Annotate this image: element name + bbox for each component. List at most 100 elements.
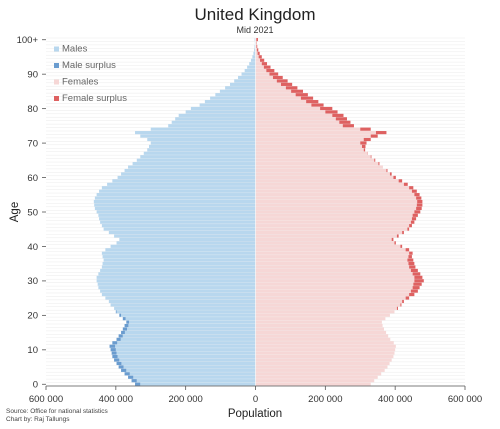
female-bar [255,144,362,148]
female-surplus-bar [311,103,324,107]
female-surplus-bar [409,186,414,190]
female-surplus-bar [414,210,421,214]
female-surplus-bar [400,244,403,248]
male-surplus-bar [124,323,129,328]
female-bar [255,103,312,107]
female-surplus-bar [412,286,420,290]
female-surplus-bar [291,89,303,93]
male-bar [254,48,256,52]
male-bar [253,51,256,55]
male-bar [108,299,256,304]
female-bar [255,234,397,238]
y-tick-label: 20 [27,311,38,322]
female-bar [255,44,257,49]
female-surplus-bar [363,148,366,152]
male-bar [140,382,256,386]
female-surplus-bar [339,120,351,124]
y-tick-label: 10 [27,345,38,356]
female-surplus-bar [414,193,420,197]
female-bar [255,258,408,262]
x-tick-label: 200 000 [168,394,202,405]
female-bar [255,141,361,145]
male-bar [94,206,256,211]
female-surplus-bar [413,282,422,286]
axes: 600 000 400 000 200 000 0 200 000 400 000 600 … [17,35,483,405]
female-bar [255,320,382,324]
female-bar [255,151,368,155]
female-bar [255,193,415,197]
male-bar [140,155,256,159]
female-surplus-bar [320,106,333,111]
male-bar [132,162,256,166]
male-bar [124,168,256,173]
y-tick-label: 100+ [17,35,39,46]
male-bar [101,186,256,190]
female-bar [255,110,326,114]
male-bar [215,93,256,97]
x-tick-label: 0 [253,394,258,405]
female-bar [255,58,261,62]
female-surplus-bar [276,79,288,83]
female-surplus-bar [393,175,396,179]
male-bar [171,120,256,124]
male-bar [103,258,256,262]
female-bar [255,275,415,279]
female-bar [255,365,388,369]
female-bar [255,323,383,328]
male-bar [100,220,256,224]
female-surplus-bar [300,96,314,100]
female-bar [255,327,384,331]
female-bar [255,289,411,293]
female-bar [255,296,406,300]
male-bar [149,144,256,148]
female-bar [255,62,262,66]
female-bar [255,172,390,176]
legend-item-male-surplus-swatch [54,63,59,68]
male-bar [93,199,256,204]
female-bar [255,158,375,162]
male-bar [135,131,256,135]
female-bar [255,310,395,314]
male-bar [121,313,256,317]
source-line-2: Chart by: Raj Tallungs [6,416,70,423]
female-bar [255,354,394,359]
male-bar [115,348,256,352]
male-bar [199,103,256,107]
legend-item-females-label: Females [62,77,99,88]
female-bar [255,344,396,348]
female-surplus-bar [407,227,410,231]
legend-item-males-swatch [54,46,59,52]
male-bar [133,375,256,379]
male-surplus-bar [110,348,116,352]
female-bar [255,337,391,341]
female-surplus-bar [409,265,416,269]
male-bar [254,44,256,49]
male-bar [190,106,256,111]
male-bar [96,193,256,197]
female-surplus-bar [416,206,422,211]
male-bar [127,327,256,331]
female-bar [255,303,401,307]
y-tick-label: 50 [27,207,38,218]
female-surplus-bar [280,82,293,86]
female-bar [255,134,371,138]
female-bar [255,265,410,269]
female-surplus-bar [335,117,347,121]
legend-item-females-swatch [54,79,59,85]
male-bar [147,137,256,142]
male-surplus-bar [116,361,122,366]
female-surplus-bar [378,162,380,166]
source-line-1: Source: Office for national statistics [6,408,109,415]
male-bar [254,38,256,42]
female-surplus-bar [370,155,372,159]
x-tick-label: 400 000 [99,394,133,405]
female-surplus-bar [363,137,371,142]
female-surplus-bar [416,203,423,207]
female-bar [255,224,410,228]
female-surplus-bar [295,93,308,97]
x-tick-label: 200 000 [308,394,342,405]
male-bar [116,241,256,245]
male-bar [124,330,256,335]
female-bar [255,299,403,304]
